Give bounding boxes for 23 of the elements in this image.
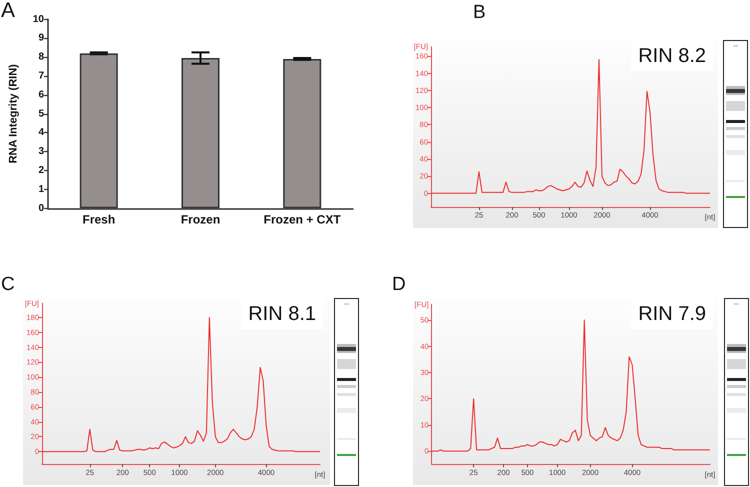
y-tick-label: 0 <box>38 202 44 214</box>
annotation: RIN 7.9 <box>638 303 706 325</box>
y-tick-label: 9 <box>38 32 44 44</box>
y-tick-label: 7 <box>38 70 44 82</box>
x-tick-label: Frozen + CXT <box>264 212 342 226</box>
chart-title: B <box>473 2 486 23</box>
chart-title: D <box>392 274 406 295</box>
chart-title: C <box>1 274 15 295</box>
annotation: RIN 8.1 <box>248 303 316 325</box>
chart-title: A <box>1 0 16 22</box>
y-axis-title: RNA Integrity (RIN) <box>8 64 20 164</box>
annotation: RIN 8.2 <box>638 45 706 67</box>
y-tick-label: 10 <box>32 14 44 25</box>
y-tick-label: 1 <box>38 184 44 195</box>
x-tick-label: Fresh <box>82 212 116 226</box>
line-series <box>431 320 710 452</box>
y-tick-label: 3 <box>38 146 44 158</box>
y-tick-label: 4 <box>38 127 44 138</box>
y-tick-label: 6 <box>38 89 44 100</box>
y-tick-label: 2 <box>38 165 44 176</box>
y-tick-label: 5 <box>38 108 44 120</box>
y-tick-label: 8 <box>38 52 44 63</box>
x-tick-label: Frozen <box>180 212 220 226</box>
